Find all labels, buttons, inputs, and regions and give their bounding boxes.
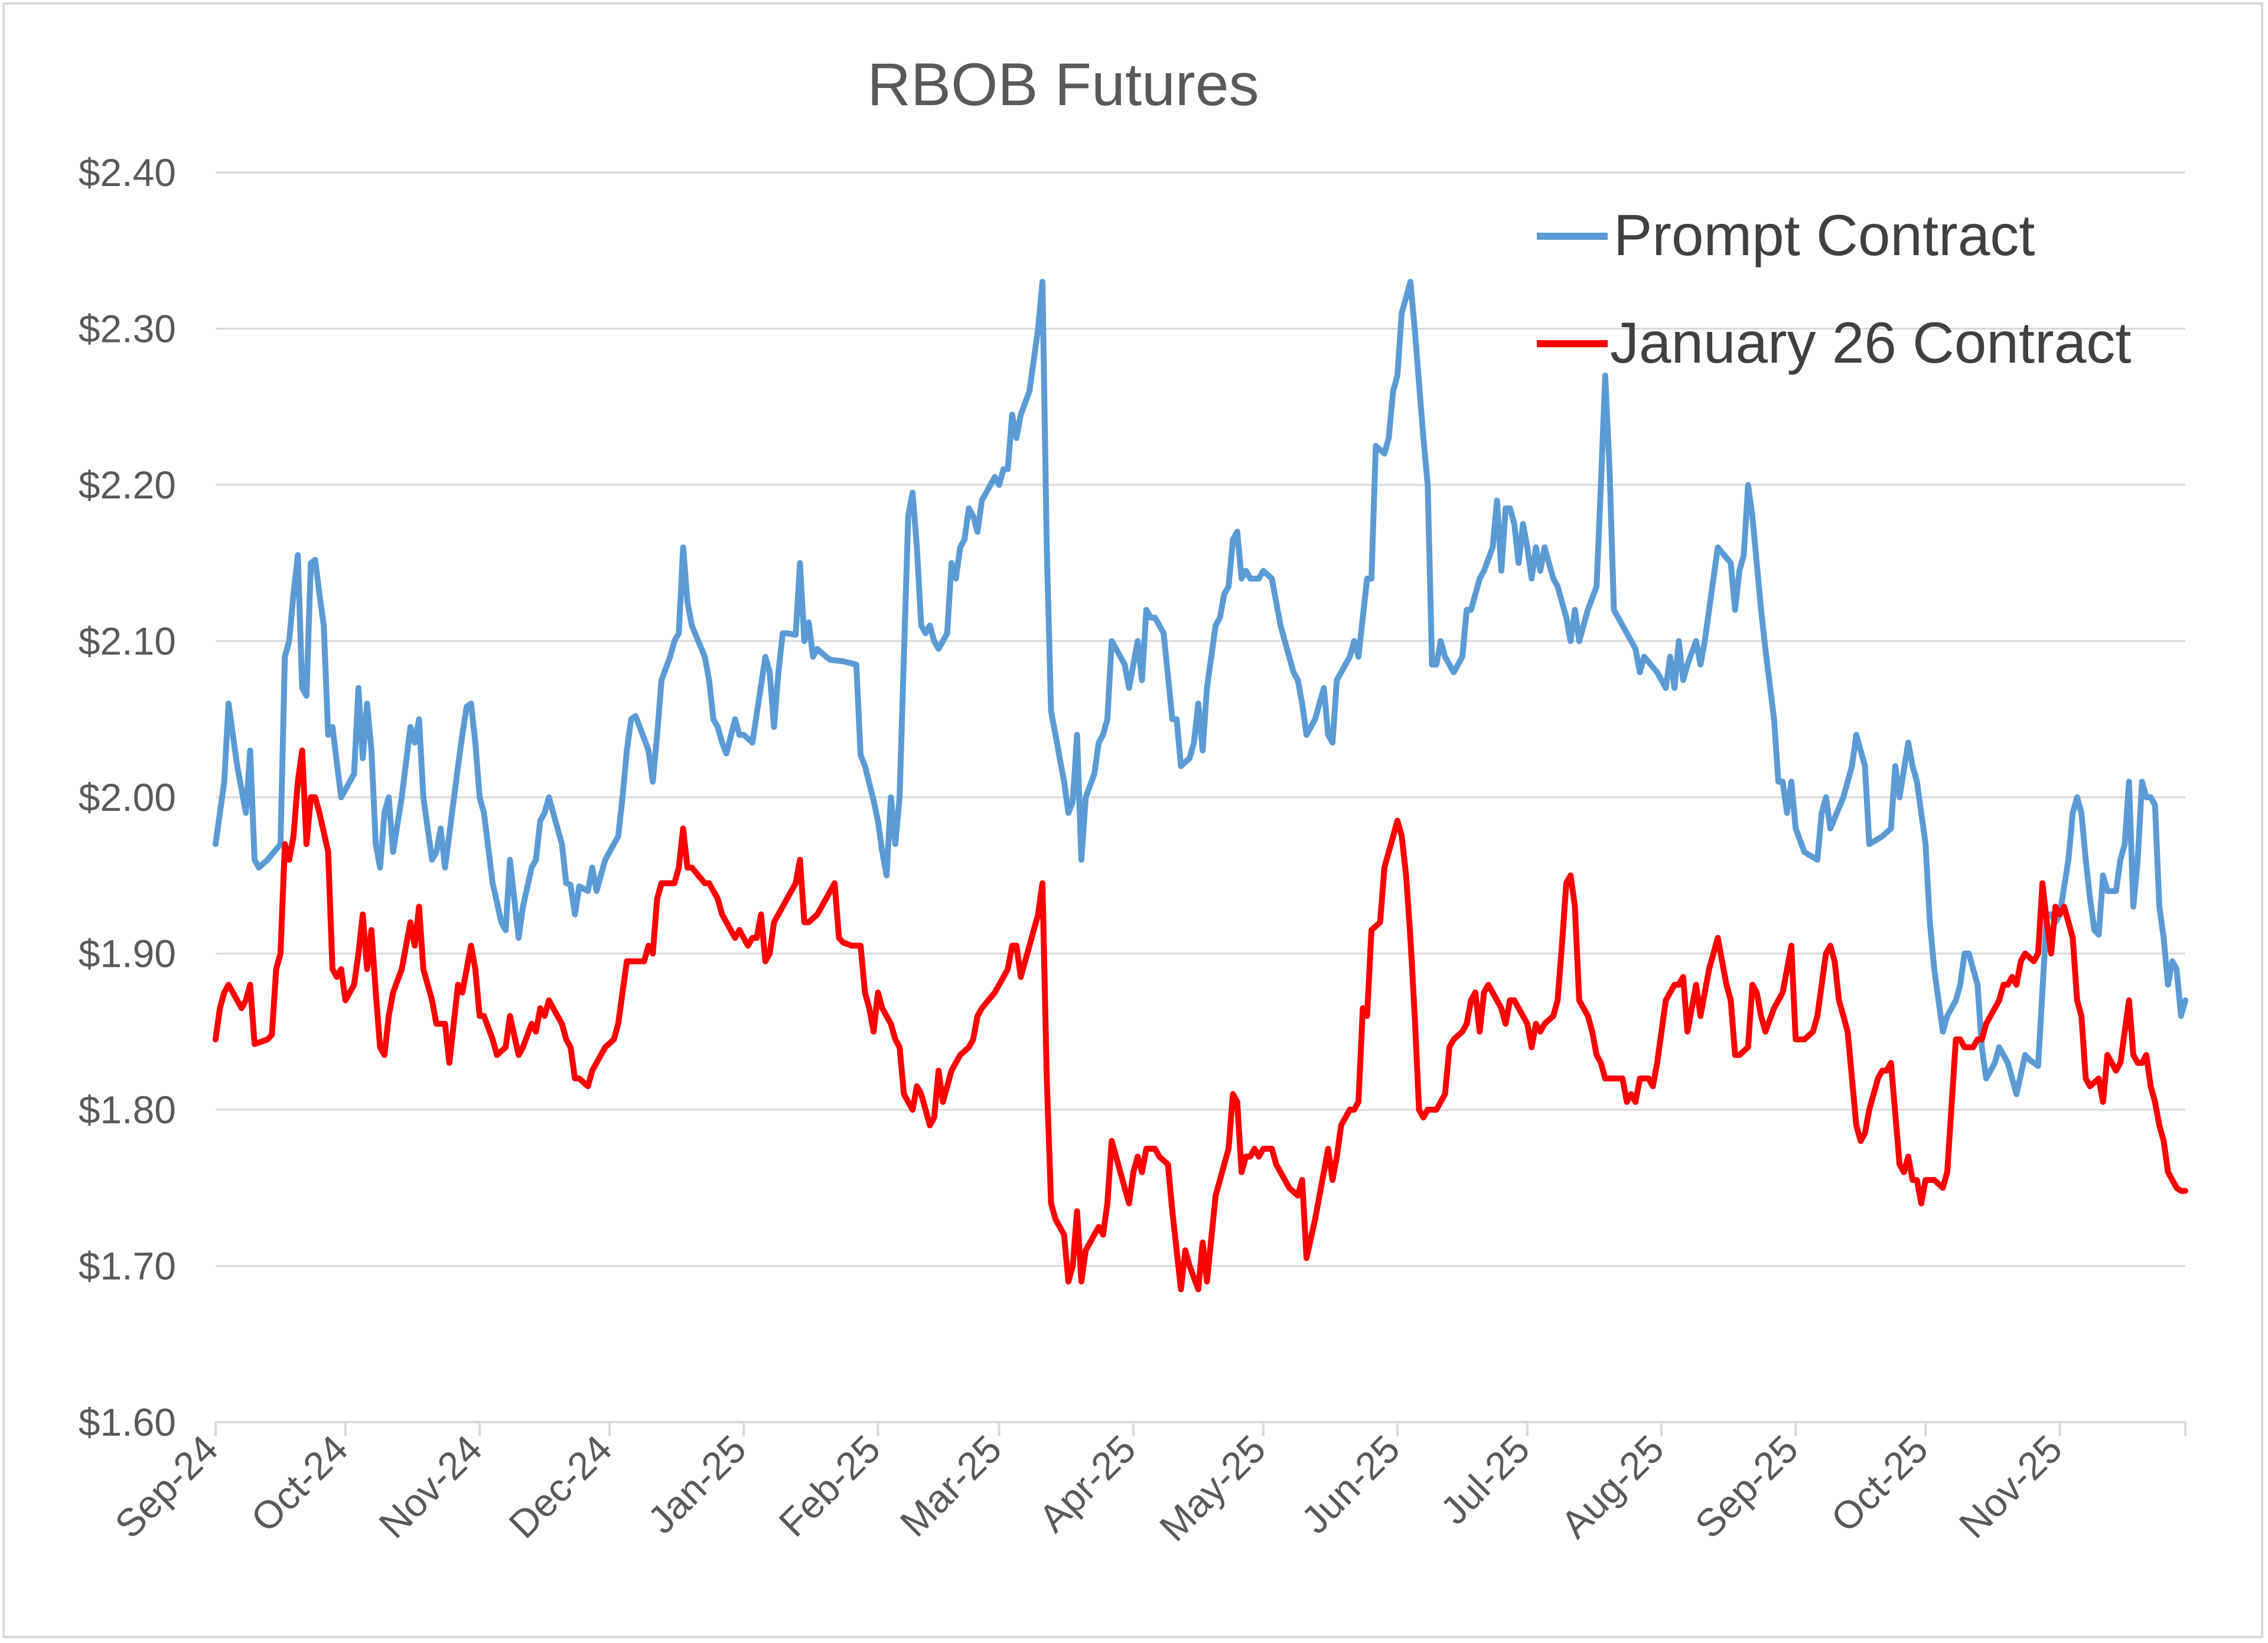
y-tick-label: $2.20 — [79, 463, 176, 507]
x-tick-label: Dec-24 — [500, 1427, 620, 1547]
y-axis-tick-labels: $2.40 $2.30 $2.20 $2.10 $2.00 $1.90 $1.80 $1.70… — [79, 151, 176, 1444]
y-tick-label: $2.00 — [79, 775, 176, 819]
y-tick-label: $1.90 — [79, 932, 176, 976]
x-tick-label: Aug-25 — [1552, 1427, 1672, 1547]
y-tick-label: $1.80 — [79, 1088, 176, 1132]
x-tick-label: Sep-24 — [106, 1427, 226, 1547]
legend-item-prompt-contract[interactable]: Prompt Contract — [1537, 203, 2035, 268]
series-line-prompt-contract[interactable] — [213, 279, 2188, 1097]
x-tick-label: Apr-25 — [1030, 1427, 1143, 1540]
x-tick-label: Jan-25 — [639, 1427, 754, 1542]
legend-item-january-26-contract[interactable]: January 26 Contract — [1537, 310, 2131, 375]
y-tick-label: $2.30 — [79, 307, 176, 351]
series-line-january-26-contract[interactable] — [213, 747, 2188, 1293]
x-tick-label: Oct-25 — [1823, 1427, 1936, 1540]
y-tick-label: $1.60 — [79, 1400, 176, 1444]
x-tick-label: Mar-25 — [891, 1427, 1009, 1545]
x-tick-label: Jun-25 — [1293, 1427, 1408, 1542]
x-tick-label: Sep-25 — [1686, 1427, 1806, 1547]
chart-title: RBOB Futures — [867, 51, 1259, 118]
x-tick-label: Oct-24 — [242, 1427, 356, 1540]
legend-label-prompt-contract: Prompt Contract — [1614, 203, 2035, 268]
x-tick-label: Feb-25 — [770, 1427, 888, 1545]
y-tick-label: $2.40 — [79, 151, 176, 194]
y-tick-label: $1.70 — [79, 1244, 176, 1288]
x-axis-tick-labels: Sep-24 Oct-24 Nov-24 Dec-24 Jan-25 Feb-25 Mar-… — [106, 1427, 2070, 1550]
legend-label-january-26-contract: January 26 Contract — [1610, 310, 2131, 375]
x-tick-label: May-25 — [1151, 1427, 1274, 1550]
legend: Prompt Contract January 26 Contract — [1537, 203, 2131, 375]
y-tick-label: $2.10 — [79, 620, 176, 663]
x-tick-label: Nov-25 — [1951, 1427, 2071, 1547]
x-tick-label: Nov-24 — [370, 1427, 490, 1547]
x-tick-label: Jul-25 — [1432, 1427, 1537, 1533]
x-axis — [214, 1421, 2186, 1436]
series-lines — [213, 279, 2188, 1293]
